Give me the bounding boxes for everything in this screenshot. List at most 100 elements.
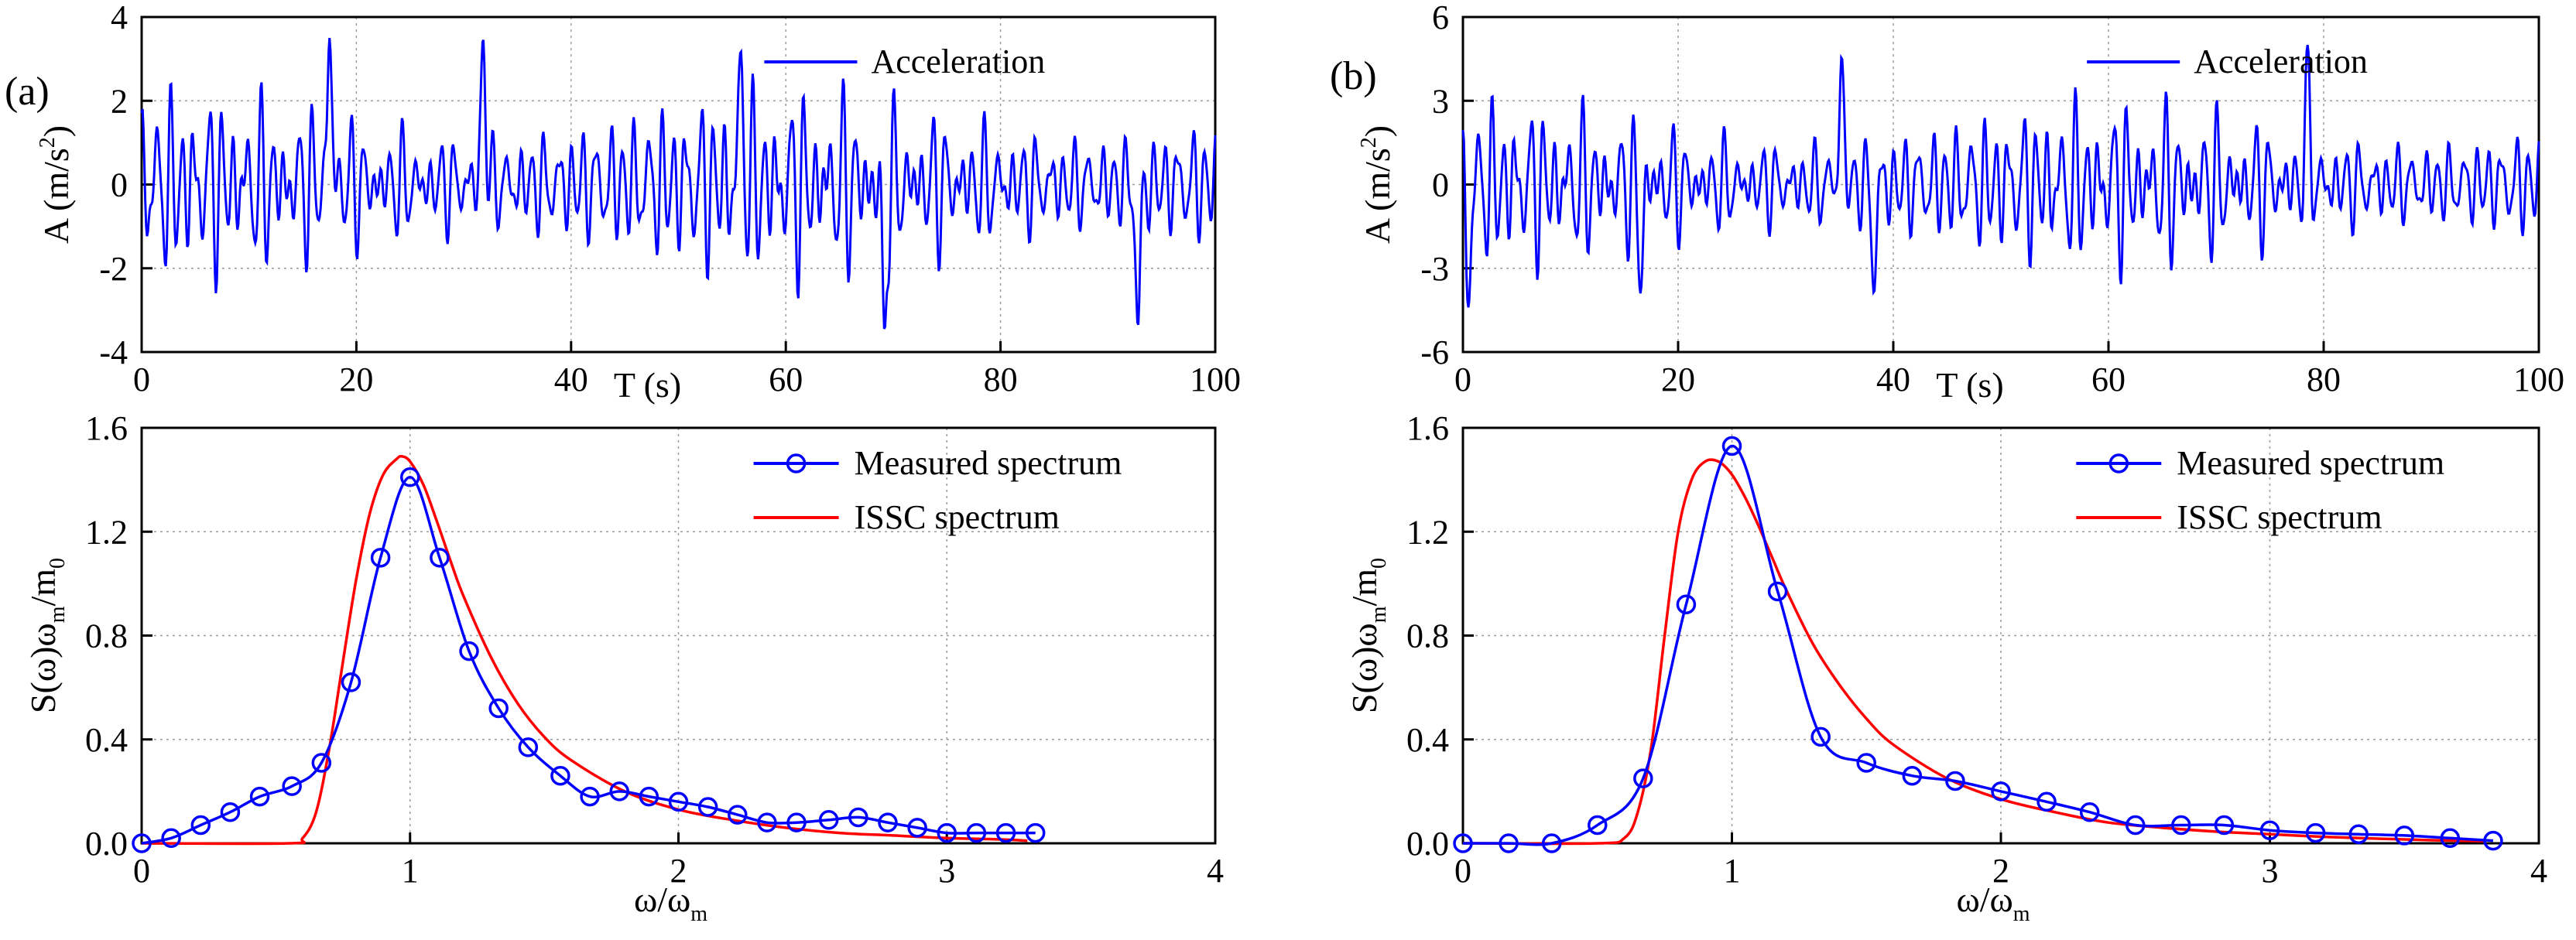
measured-point	[190, 815, 211, 836]
x-tick-label: 80	[984, 361, 1018, 398]
measured-point	[2394, 825, 2414, 846]
x-tick-label: 100	[2513, 361, 2564, 398]
x-tick-label: 4	[1207, 852, 1224, 890]
measured-point	[161, 828, 181, 849]
measured-point	[757, 812, 777, 832]
x-tick-label: 2	[670, 852, 687, 890]
measured-point	[2079, 802, 2100, 822]
x-axis-label: T (s)	[1936, 365, 2003, 405]
measured-point	[2348, 824, 2369, 845]
x-axis-label: ω/ωm	[1956, 880, 2030, 926]
measured-point	[1588, 815, 1608, 836]
legend-issc-label: ISSC spectrum	[855, 498, 1060, 536]
measured-point	[459, 641, 479, 661]
y-tick-label: 6	[1432, 0, 1449, 36]
measured-point	[282, 776, 302, 796]
y-tick-label: 0	[111, 166, 128, 204]
x-tick-label: 20	[339, 361, 373, 398]
x-tick-label: 1	[1724, 852, 1741, 890]
measured-point	[2259, 820, 2280, 840]
x-tick-label: 60	[2091, 361, 2126, 398]
measured-point	[430, 548, 450, 568]
measured-point	[907, 818, 927, 838]
measured-point	[1856, 753, 1876, 773]
measured-point	[518, 737, 539, 757]
measured-point	[1453, 833, 1473, 853]
x-tick-label: 2	[1992, 852, 2009, 890]
x-tick-label: 3	[2262, 852, 2279, 890]
y-axis-label: A (m/s2)	[1357, 125, 1397, 244]
y-tick-label: -2	[99, 250, 128, 288]
measured-point	[1810, 726, 1831, 747]
measured-point	[550, 765, 570, 786]
y-axis-label: S(ω)ωm/m0	[23, 558, 70, 713]
measured-point	[995, 822, 1016, 843]
measured-point	[311, 753, 332, 773]
measured-point	[220, 802, 241, 822]
measured-point	[937, 822, 957, 843]
issc-series-line	[141, 454, 1028, 846]
y-tick-label: -3	[1420, 250, 1449, 288]
legend-measured-marker	[786, 453, 807, 473]
measured-point	[786, 812, 807, 832]
x-tick-label: 60	[769, 361, 803, 398]
x-tick-label: 0	[1454, 361, 1471, 398]
x-tick-label: 1	[402, 852, 419, 890]
y-tick-label: 0.0	[1406, 825, 1449, 863]
y-tick-label: 2	[111, 82, 128, 120]
y-tick-label: 1.6	[85, 409, 128, 447]
chart-b-spectrum: 0 1 2 3 4 1.6 1.2 0.8 0.4 0.0 Measured spectrum ISS…	[1345, 409, 2547, 926]
y-axis-label: S(ω)ωm/m0	[1345, 558, 1391, 713]
measured-point	[1499, 833, 1519, 853]
x-tick-label: 40	[554, 361, 588, 398]
measured-point	[1633, 768, 1653, 788]
legend-measured-label: Measured spectrum	[2177, 444, 2444, 482]
measured-point	[609, 781, 629, 802]
y-tick-label: 0.0	[85, 825, 128, 863]
measured-point	[1902, 765, 1923, 786]
x-tick-label: 0	[133, 361, 150, 398]
measured-point	[818, 810, 839, 830]
measured-point	[132, 833, 152, 853]
measured-point	[728, 805, 748, 825]
legend-measured-label: Measured spectrum	[855, 444, 1122, 482]
x-axis-label: ω/ωm	[634, 880, 707, 926]
measured-point	[341, 672, 361, 692]
plot-frame	[1461, 426, 2540, 845]
measured-point	[400, 467, 420, 487]
measured-point	[2305, 822, 2326, 843]
measured-point	[2440, 828, 2461, 849]
legend-measured-marker	[2108, 453, 2129, 473]
measured-point	[697, 797, 718, 817]
x-tick-label: 4	[2530, 852, 2547, 890]
measured-point	[2214, 815, 2235, 836]
plot-frame	[140, 426, 1217, 845]
plot-frame	[1461, 15, 2540, 354]
panel-label-b: (b)	[1330, 54, 1377, 98]
y-tick-label: 0.4	[85, 721, 128, 759]
x-axis-label: T (s)	[614, 365, 681, 405]
measured-point	[370, 548, 391, 568]
x-tick-label: 0	[1454, 852, 1471, 890]
measured-point	[966, 822, 987, 843]
y-tick-label: 0	[1432, 166, 1449, 204]
y-tick-label: 4	[111, 0, 128, 36]
chart-b-acceleration: 0 20 40 60 80 100 6 3 0 -3 -6 Acceleration T (s) A (m…	[1357, 0, 2564, 405]
measured-point	[249, 786, 270, 807]
y-axis-label: A (m/s2)	[36, 125, 76, 244]
chart-a-spectrum: 0 1 2 3 4 1.6 1.2 0.8 0.4 0.0 Measured spectrum ISS…	[23, 409, 1224, 926]
y-tick-label: 1.6	[1406, 409, 1449, 447]
legend-acceleration-label: Acceleration	[871, 43, 1045, 80]
y-tick-label: 0.8	[85, 617, 128, 655]
measured-point	[1541, 833, 1562, 853]
y-tick-label: 3	[1432, 82, 1449, 120]
x-tick-label: 20	[1661, 361, 1695, 398]
y-tick-label: -4	[99, 333, 128, 371]
y-tick-label: 1.2	[85, 513, 128, 551]
x-tick-label: 3	[938, 852, 955, 890]
plot-frame	[140, 15, 1217, 354]
measured-point	[2483, 830, 2503, 851]
y-tick-label: 1.2	[1406, 513, 1449, 551]
y-tick-label: -6	[1420, 333, 1449, 371]
